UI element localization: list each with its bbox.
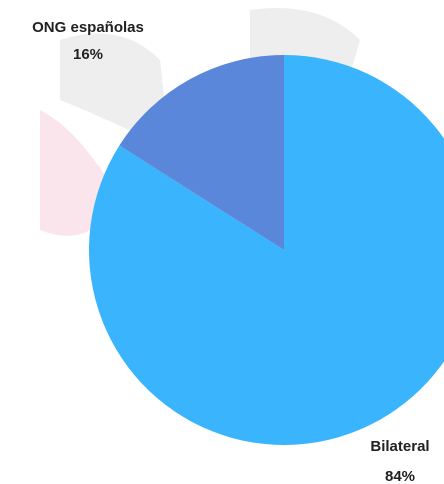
slice-label: ONG españolas <box>32 19 144 36</box>
pie-slice <box>89 55 444 445</box>
pie-slice <box>119 55 285 250</box>
slice-value-label: 84% <box>385 468 415 484</box>
slice-value-label: 16% <box>73 46 103 63</box>
slice-label: Bilateral <box>370 438 429 455</box>
